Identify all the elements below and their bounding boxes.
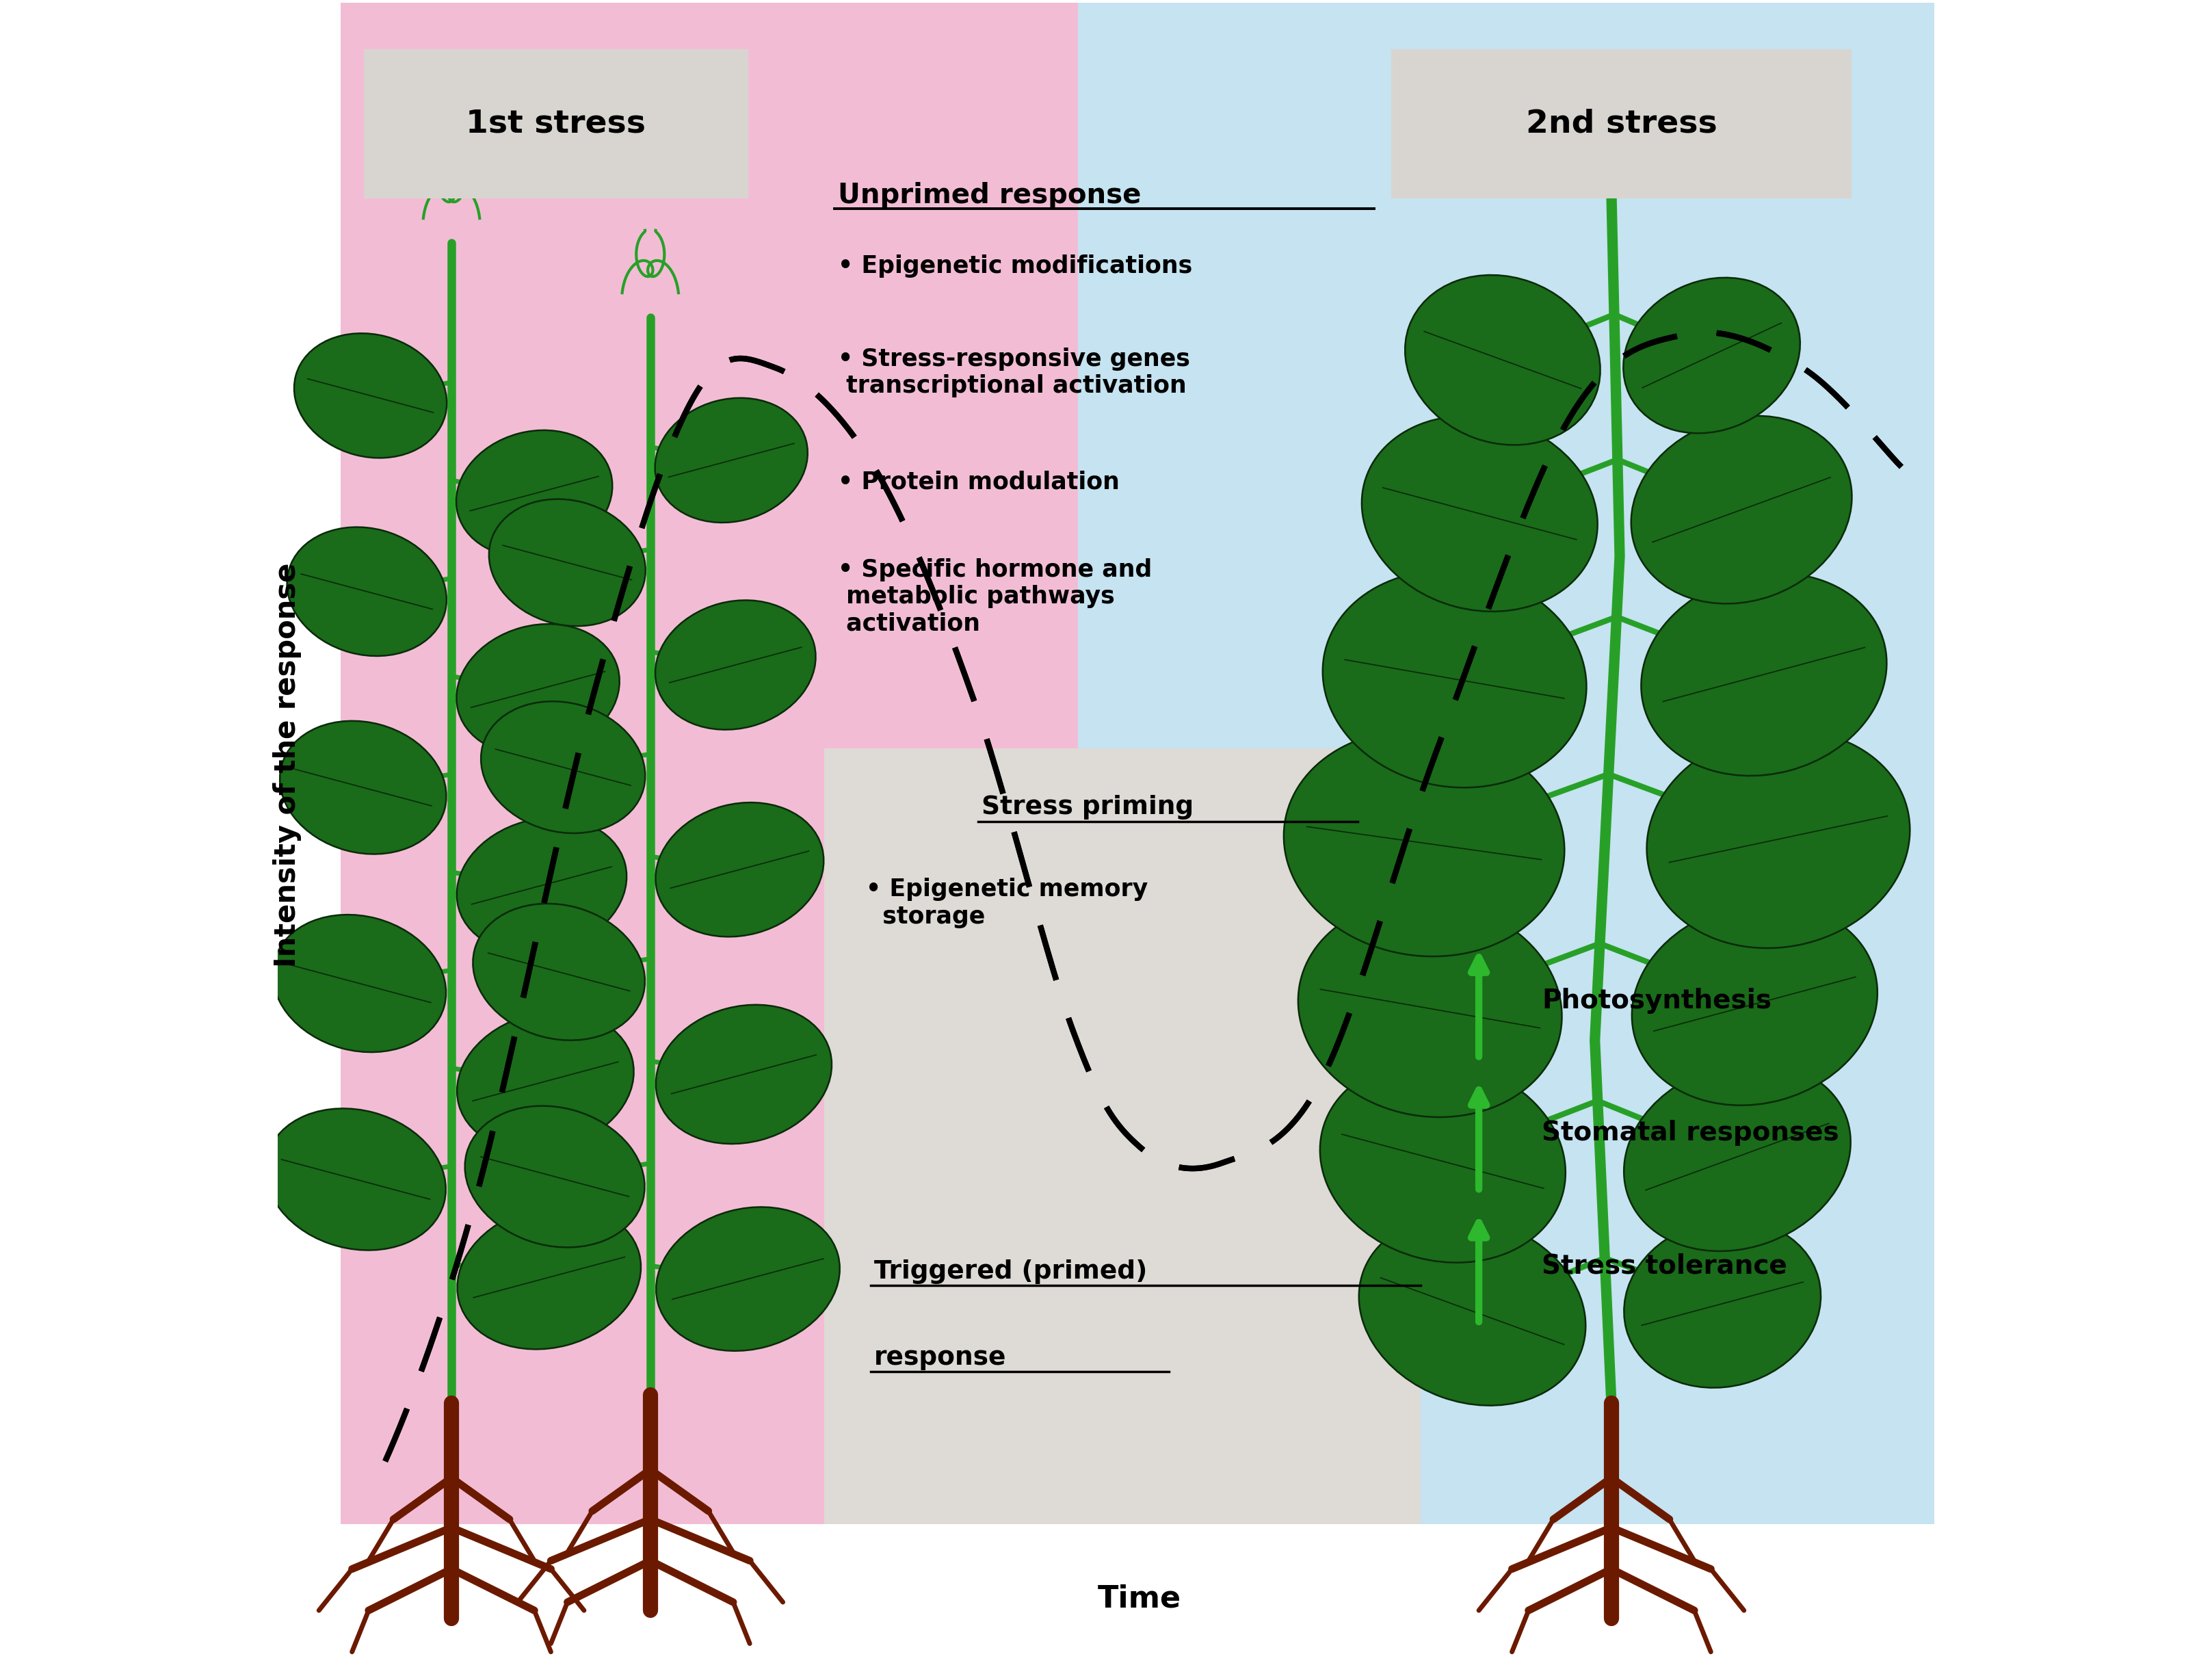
Bar — [1077, 3, 1936, 1525]
Ellipse shape — [655, 1004, 832, 1144]
Ellipse shape — [1641, 574, 1887, 775]
FancyBboxPatch shape — [1391, 50, 1851, 198]
Text: • Epigenetic modifications: • Epigenetic modifications — [838, 254, 1192, 278]
Text: Unprimed response: Unprimed response — [838, 181, 1141, 210]
Ellipse shape — [489, 499, 646, 627]
Text: Intensity of the response: Intensity of the response — [272, 564, 301, 968]
Ellipse shape — [1632, 903, 1878, 1106]
Ellipse shape — [1646, 730, 1909, 948]
Text: Time: Time — [1097, 1585, 1181, 1613]
Text: 2nd stress: 2nd stress — [1526, 108, 1717, 140]
Text: Stomatal responses: Stomatal responses — [1542, 1121, 1838, 1146]
Ellipse shape — [281, 720, 447, 855]
Ellipse shape — [655, 803, 823, 936]
Ellipse shape — [655, 397, 807, 522]
Ellipse shape — [1624, 1063, 1851, 1251]
Ellipse shape — [1624, 1219, 1820, 1387]
Ellipse shape — [473, 903, 646, 1041]
Ellipse shape — [272, 915, 447, 1053]
Ellipse shape — [465, 1106, 644, 1247]
Text: Triggered (primed): Triggered (primed) — [874, 1259, 1148, 1284]
Ellipse shape — [1283, 730, 1564, 956]
Ellipse shape — [456, 818, 626, 953]
Text: Stress priming: Stress priming — [982, 795, 1194, 820]
Text: Photosynthesis: Photosynthesis — [1542, 988, 1772, 1013]
Text: • Protein modulation: • Protein modulation — [838, 471, 1119, 494]
Ellipse shape — [458, 1206, 641, 1349]
Text: • Specific hormone and
 metabolic pathways
 activation: • Specific hormone and metabolic pathway… — [838, 559, 1152, 635]
Text: 1st stress: 1st stress — [467, 108, 646, 140]
Text: Stress tolerance: Stress tolerance — [1542, 1252, 1787, 1279]
Ellipse shape — [458, 1011, 635, 1151]
Bar — [825, 748, 1420, 1525]
Ellipse shape — [1323, 570, 1586, 788]
Ellipse shape — [1358, 1217, 1586, 1405]
Text: response: response — [874, 1345, 1006, 1370]
Ellipse shape — [1405, 274, 1599, 446]
Ellipse shape — [265, 1109, 447, 1251]
Ellipse shape — [456, 624, 619, 755]
FancyBboxPatch shape — [363, 50, 748, 198]
Ellipse shape — [1363, 416, 1597, 612]
Ellipse shape — [480, 702, 646, 833]
Text: • Stress-responsive genes
 transcriptional activation: • Stress-responsive genes transcriptiona… — [838, 348, 1190, 397]
Ellipse shape — [1298, 900, 1562, 1118]
Ellipse shape — [1630, 416, 1851, 604]
Ellipse shape — [655, 600, 816, 730]
Bar — [341, 3, 1077, 1525]
Ellipse shape — [1321, 1059, 1566, 1262]
Ellipse shape — [657, 1207, 841, 1350]
Ellipse shape — [288, 527, 447, 655]
Ellipse shape — [456, 431, 613, 557]
Ellipse shape — [294, 333, 447, 457]
Text: • Epigenetic memory
  storage: • Epigenetic memory storage — [865, 878, 1148, 928]
Ellipse shape — [1624, 278, 1801, 434]
